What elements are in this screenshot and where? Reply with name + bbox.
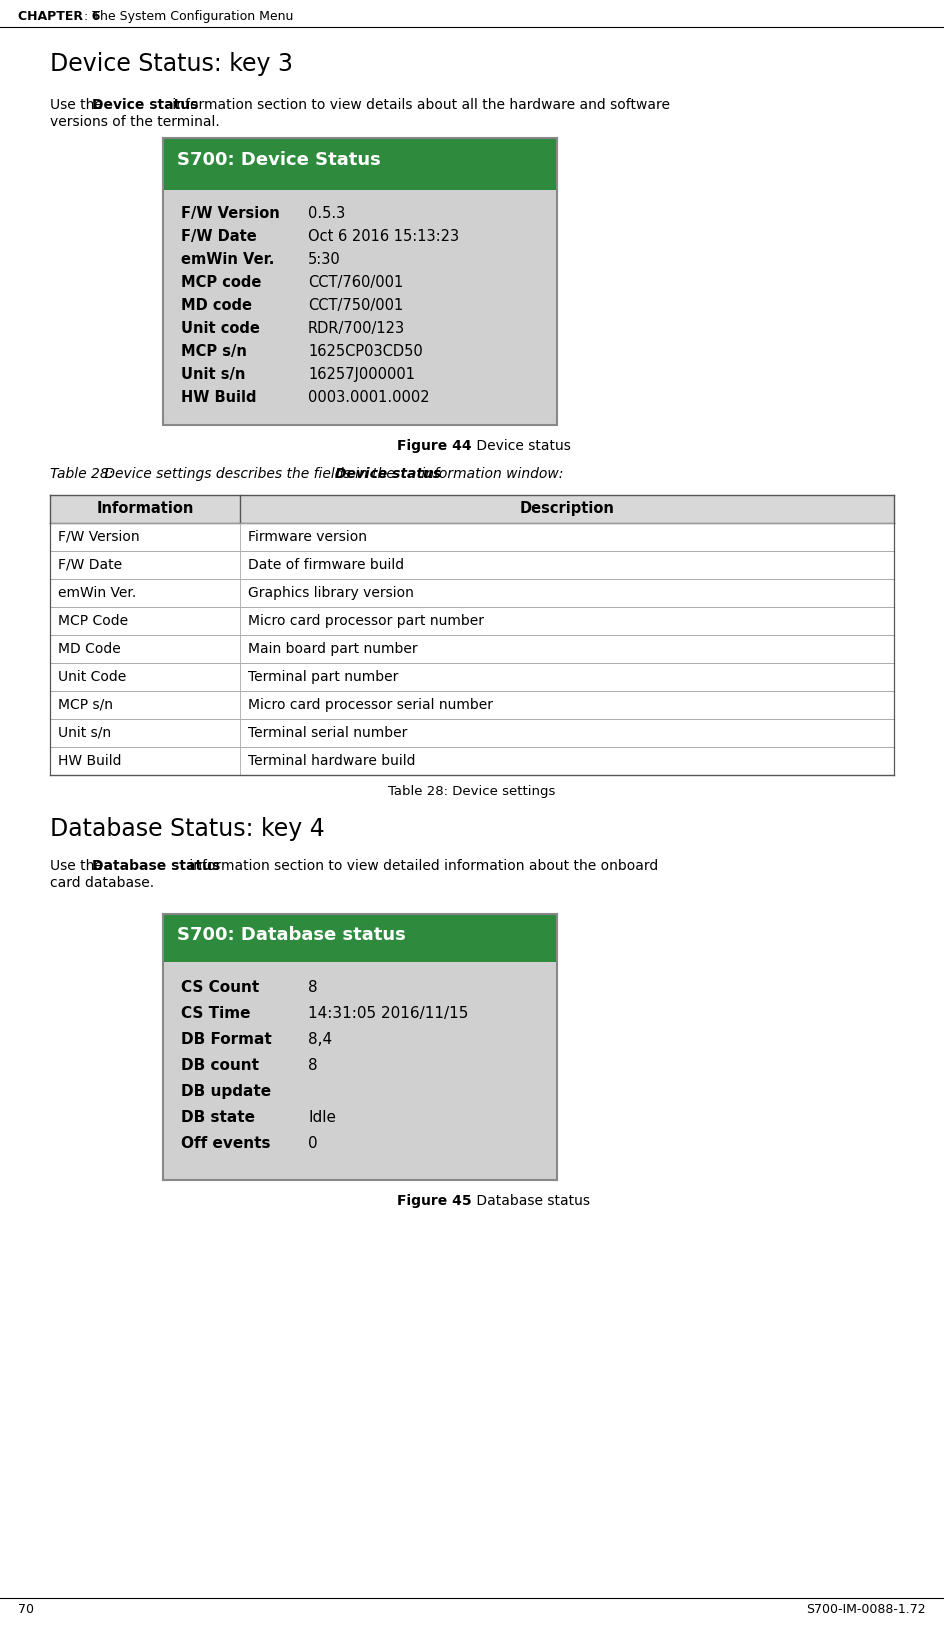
Text: CS Count: CS Count	[181, 980, 260, 994]
Text: 70: 70	[18, 1602, 34, 1615]
Text: MCP code: MCP code	[181, 275, 261, 289]
Text: DB update: DB update	[181, 1084, 271, 1098]
Text: F/W Version: F/W Version	[181, 206, 279, 221]
Text: S700: Database status: S700: Database status	[177, 926, 406, 944]
FancyBboxPatch shape	[50, 496, 894, 523]
Text: 5:30: 5:30	[308, 252, 341, 266]
Text: S700-IM-0088-1.72: S700-IM-0088-1.72	[806, 1602, 926, 1615]
Text: Terminal serial number: Terminal serial number	[248, 726, 408, 739]
Text: 14:31:05 2016/11/15: 14:31:05 2016/11/15	[308, 1006, 468, 1020]
Text: versions of the terminal.: versions of the terminal.	[50, 115, 220, 128]
Text: 1625CP03CD50: 1625CP03CD50	[308, 344, 423, 359]
Text: DB state: DB state	[181, 1110, 255, 1124]
FancyBboxPatch shape	[163, 962, 557, 1180]
Text: F/W Date: F/W Date	[181, 229, 257, 244]
Text: Unit code: Unit code	[181, 322, 260, 336]
Text: information section to view details about all the hardware and software: information section to view details abou…	[168, 98, 670, 112]
Text: Table 28: Device settings: Table 28: Device settings	[388, 785, 556, 798]
FancyBboxPatch shape	[50, 691, 894, 718]
Text: Figure 45: Figure 45	[397, 1194, 472, 1207]
Text: Database status: Database status	[472, 1194, 590, 1207]
Text: Micro card processor serial number: Micro card processor serial number	[248, 699, 493, 712]
FancyBboxPatch shape	[50, 551, 894, 578]
Text: card database.: card database.	[50, 876, 154, 890]
Text: Information: Information	[96, 500, 194, 517]
Text: 8,4: 8,4	[308, 1032, 332, 1046]
Text: Device status: Device status	[92, 98, 198, 112]
Text: Device settings describes the fields in the: Device settings describes the fields in …	[100, 466, 399, 481]
Text: 8: 8	[308, 1058, 317, 1072]
Text: CS Time: CS Time	[181, 1006, 250, 1020]
FancyBboxPatch shape	[50, 608, 894, 635]
Text: HW Build: HW Build	[181, 390, 257, 405]
Text: HW Build: HW Build	[58, 754, 122, 769]
Text: Database Status: key 4: Database Status: key 4	[50, 817, 325, 842]
Text: MCP s/n: MCP s/n	[58, 699, 113, 712]
Text: MCP Code: MCP Code	[58, 614, 128, 627]
FancyBboxPatch shape	[50, 635, 894, 663]
Text: Device Status: key 3: Device Status: key 3	[50, 52, 293, 76]
Text: Use the: Use the	[50, 98, 108, 112]
Text: Database status: Database status	[92, 860, 220, 873]
Text: information section to view detailed information about the onboard: information section to view detailed inf…	[185, 860, 658, 873]
Text: Device status: Device status	[472, 439, 571, 453]
Text: Use the: Use the	[50, 860, 108, 873]
Text: 0: 0	[308, 1136, 317, 1150]
Text: CCT/760/001: CCT/760/001	[308, 275, 403, 289]
Text: emWin Ver.: emWin Ver.	[58, 587, 136, 600]
Text: Table 28:: Table 28:	[50, 466, 113, 481]
Text: 0003.0001.0002: 0003.0001.0002	[308, 390, 430, 405]
Text: Idle: Idle	[308, 1110, 336, 1124]
Text: F/W Date: F/W Date	[58, 557, 122, 572]
Text: MD code: MD code	[181, 297, 252, 314]
Text: Device status: Device status	[335, 466, 441, 481]
FancyBboxPatch shape	[163, 913, 557, 962]
FancyBboxPatch shape	[50, 578, 894, 608]
Text: Date of firmware build: Date of firmware build	[248, 557, 404, 572]
Text: Terminal part number: Terminal part number	[248, 670, 398, 684]
Text: DB Format: DB Format	[181, 1032, 272, 1046]
Text: Unit s/n: Unit s/n	[58, 726, 111, 739]
Text: Micro card processor part number: Micro card processor part number	[248, 614, 484, 627]
FancyBboxPatch shape	[50, 748, 894, 775]
Text: Main board part number: Main board part number	[248, 642, 417, 656]
Text: DB count: DB count	[181, 1058, 259, 1072]
Text: Unit Code: Unit Code	[58, 670, 126, 684]
Text: MCP s/n: MCP s/n	[181, 344, 247, 359]
Text: Firmware version: Firmware version	[248, 530, 367, 544]
Text: emWin Ver.: emWin Ver.	[181, 252, 275, 266]
Text: F/W Version: F/W Version	[58, 530, 140, 544]
Text: CHAPTER  6: CHAPTER 6	[18, 10, 100, 23]
Text: Terminal hardware build: Terminal hardware build	[248, 754, 415, 769]
Text: Description: Description	[519, 500, 615, 517]
Text: information window:: information window:	[417, 466, 564, 481]
FancyBboxPatch shape	[163, 190, 557, 426]
Text: Oct 6 2016 15:13:23: Oct 6 2016 15:13:23	[308, 229, 459, 244]
Text: CCT/750/001: CCT/750/001	[308, 297, 403, 314]
Text: Graphics library version: Graphics library version	[248, 587, 413, 600]
Text: : The System Configuration Menu: : The System Configuration Menu	[80, 10, 294, 23]
Text: 0.5.3: 0.5.3	[308, 206, 346, 221]
Text: S700: Device Status: S700: Device Status	[177, 151, 380, 169]
Text: MD Code: MD Code	[58, 642, 121, 656]
FancyBboxPatch shape	[163, 138, 557, 190]
FancyBboxPatch shape	[50, 663, 894, 691]
Text: 8: 8	[308, 980, 317, 994]
Text: RDR/700/123: RDR/700/123	[308, 322, 405, 336]
Text: Off events: Off events	[181, 1136, 271, 1150]
Text: 16257J000001: 16257J000001	[308, 367, 415, 382]
FancyBboxPatch shape	[50, 523, 894, 551]
FancyBboxPatch shape	[50, 718, 894, 748]
Text: Unit s/n: Unit s/n	[181, 367, 245, 382]
Text: Figure 44: Figure 44	[397, 439, 472, 453]
